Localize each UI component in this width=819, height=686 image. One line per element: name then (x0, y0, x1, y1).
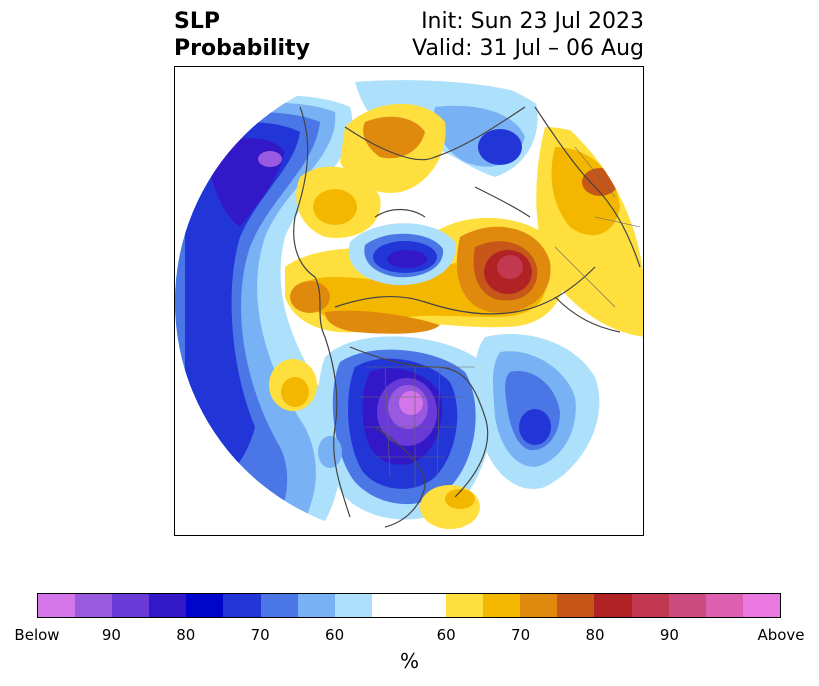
west-low-core (185, 122, 300, 489)
atlantic-low-peak (519, 409, 551, 445)
colorbar-tick-label: 90 (101, 626, 121, 644)
colorbar-segment (297, 594, 335, 617)
title-variable: SLP (174, 9, 220, 34)
polar-map (174, 66, 644, 536)
colorbar-tick-label: 60 (436, 626, 456, 644)
colorbar-segment (446, 594, 484, 617)
west-low-peak (258, 151, 282, 167)
pacific-high-core (281, 377, 309, 407)
colorbar-tick-label: 90 (659, 626, 679, 644)
arctic-center-low-peak (387, 250, 427, 268)
colorbar-tick-label: 80 (585, 626, 605, 644)
map-dates: Init: Sun 23 Jul 2023 Valid: 31 Jul – 06… (412, 8, 644, 62)
probability-field (175, 67, 643, 535)
coastlines (293, 106, 641, 528)
central-ridge-south (325, 310, 440, 334)
colorbar-segment (631, 594, 669, 617)
init-date: Init: Sun 23 Jul 2023 (421, 9, 644, 34)
borders (360, 146, 641, 487)
probability-map-svg (175, 67, 643, 535)
colorbar-segment (705, 594, 743, 617)
colorbar-tick-label: 70 (250, 626, 270, 644)
valid-range: Valid: 31 Jul – 06 Aug (412, 36, 644, 61)
colorbar-segment (38, 594, 76, 617)
colorbar-tick-label: 80 (176, 626, 196, 644)
colorbar-tick-label: 70 (511, 626, 531, 644)
na-low-peak (399, 391, 423, 415)
colorbar-ticks: Below 90 80 70 60 60 70 80 90 Above (0, 626, 819, 646)
colorbar-segment (668, 594, 706, 617)
colorbar-tick-label: Above (757, 626, 805, 644)
colorbar (37, 593, 781, 618)
bering-high (290, 281, 330, 313)
colorbar-tick-label: Below (14, 626, 60, 644)
colorbar-segment (371, 594, 447, 617)
colorbar-unit: % (399, 649, 419, 673)
colorbar-segment (186, 594, 224, 617)
colorbar-segment (594, 594, 632, 617)
gulf-high-core (445, 489, 475, 509)
colorbar-segment (112, 594, 150, 617)
siberia-high-peak (497, 255, 523, 279)
colorbar-segment (483, 594, 521, 617)
colorbar-segment (260, 594, 298, 617)
colorbar-segment (149, 594, 187, 617)
colorbar-segment (557, 594, 595, 617)
colorbar-segment (75, 594, 113, 617)
north-high-west-core (313, 189, 357, 225)
colorbar-segment (520, 594, 558, 617)
title-product: Probability (174, 36, 310, 61)
colorbar-segment (334, 594, 372, 617)
map-title: SLP Probability (174, 8, 310, 62)
colorbar-segment (742, 594, 780, 617)
colorbar-segment (223, 594, 261, 617)
southwest-low (318, 436, 342, 468)
arctic-low-core (478, 129, 522, 165)
north-high-inner (363, 116, 425, 159)
colorbar-tick-label: 60 (325, 626, 345, 644)
